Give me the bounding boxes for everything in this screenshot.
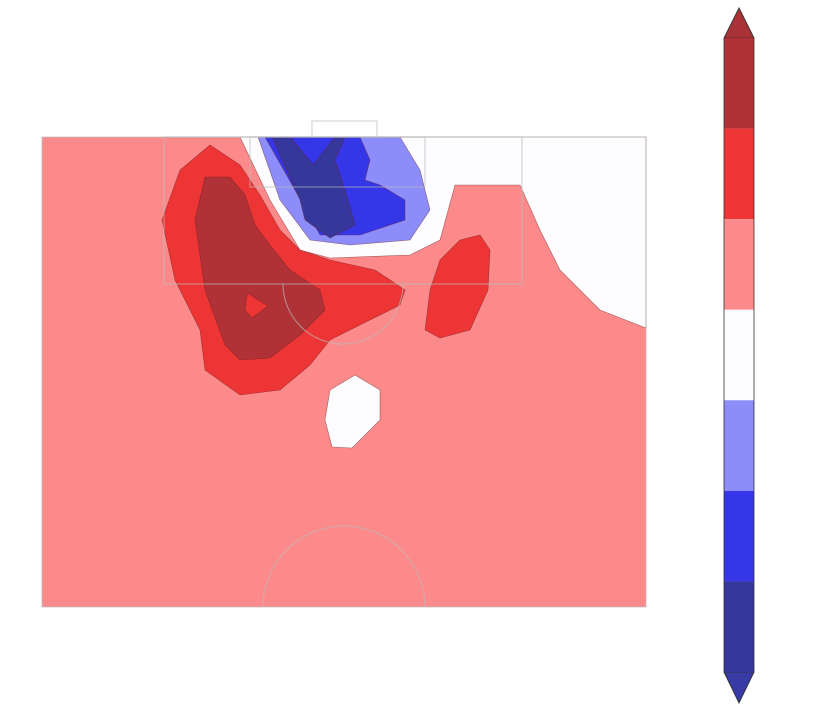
contour-level xyxy=(244,292,269,319)
colorbar-segment xyxy=(724,38,754,129)
pitch-line xyxy=(311,120,378,138)
colorbar-segment xyxy=(724,581,754,672)
colorbar-segment xyxy=(724,400,754,491)
colorbar-segment xyxy=(724,309,754,401)
colorbar-extend xyxy=(723,7,755,39)
contour-level xyxy=(324,374,381,449)
colorbar-segment xyxy=(724,128,754,220)
pitch-line xyxy=(282,283,404,345)
colorbar-segment xyxy=(724,219,754,310)
pitch-line xyxy=(262,525,426,608)
contour-level xyxy=(194,176,326,361)
contour-level xyxy=(424,234,491,339)
colorbar-segment xyxy=(724,490,754,582)
colorbar-extend xyxy=(723,671,755,704)
pitch xyxy=(41,120,647,608)
colorbar xyxy=(723,7,755,704)
colorbar-outline xyxy=(723,7,755,704)
